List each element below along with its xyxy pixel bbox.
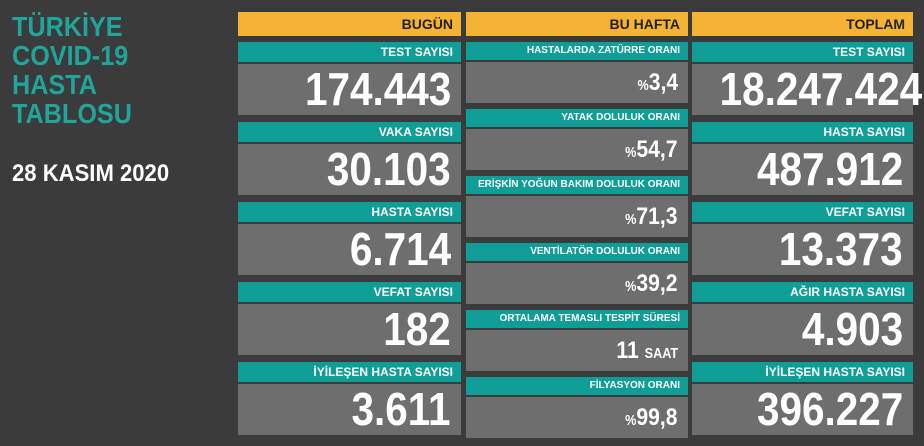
value-wrap: 30.103 — [327, 144, 451, 195]
column-header: BUGÜN — [238, 12, 461, 36]
card-value: %71,3 — [466, 196, 688, 237]
title-line: TÜRKİYE — [12, 11, 123, 42]
card-label: FİLYASYON ORANI — [466, 377, 688, 395]
title: TÜRKİYE COVID-19 HASTA TABLOSU — [12, 12, 145, 128]
value: 4.903 — [801, 303, 903, 355]
title-line: COVID-19 — [12, 40, 129, 71]
column-header: BU HAFTA — [466, 12, 688, 36]
value-wrap: 6.714 — [350, 224, 451, 275]
value: 18.247.424 — [719, 63, 923, 115]
card-label: VENTİLATÖR DOLULUK ORANI — [466, 243, 688, 261]
card-value: 6.714 — [238, 224, 461, 275]
card-label: ORTALAMA TEMASLI TESPİT SÜRESİ — [466, 310, 688, 328]
card-value: 4.903 — [692, 304, 913, 355]
value: 99,8 — [636, 404, 678, 431]
value-prefix: % — [625, 212, 637, 228]
card-label: TEST SAYISI — [692, 42, 913, 62]
value: 6.714 — [349, 223, 451, 275]
date: 28 KASIM 2020 — [12, 160, 170, 187]
card-value: 182 — [238, 304, 461, 355]
card-label: HASTA SAYISI — [238, 202, 461, 222]
column-header: TOPLAM — [692, 12, 913, 36]
value: 30.103 — [327, 143, 451, 195]
card-value: 3.611 — [238, 384, 461, 435]
value-prefix: % — [625, 279, 637, 295]
value: 396.227 — [756, 383, 903, 435]
value-prefix: % — [637, 78, 649, 94]
card-value: 18.247.424 — [692, 64, 922, 115]
card-label: YATAK DOLULUK ORANI — [466, 109, 688, 127]
value-wrap: %54,7 — [626, 129, 678, 174]
value: 487.912 — [756, 143, 903, 195]
value-wrap: 3.611 — [352, 384, 451, 435]
value-wrap: 396.227 — [757, 384, 903, 435]
value-wrap: 18.247.424 — [720, 64, 923, 115]
card-label: İYİLEŞEN HASTA SAYISI — [238, 362, 461, 382]
value-wrap: 174.443 — [305, 64, 451, 115]
card-value: 174.443 — [238, 64, 461, 115]
card-label: VAKA SAYISI — [238, 122, 461, 142]
value: 13.373 — [779, 223, 903, 275]
value-prefix: % — [625, 413, 637, 429]
card-value: %3,4 — [466, 62, 688, 103]
card-label: ERİŞKİN YOĞUN BAKIM DOLULUK ORANI — [466, 176, 688, 194]
card-label: İYİLEŞEN HASTA SAYISI — [692, 362, 913, 382]
card-value: %99,8 — [466, 397, 688, 438]
card-label: VEFAT SAYISI — [238, 282, 461, 302]
card-value: %39,2 — [466, 263, 688, 304]
title-line: TABLOSU — [12, 98, 132, 129]
value: 71,3 — [636, 203, 678, 230]
card-value: 487.912 — [692, 144, 913, 195]
card-value: %54,7 — [466, 129, 688, 170]
value: 182 — [383, 303, 451, 355]
value: 54,7 — [636, 136, 678, 163]
value-wrap: %99,8 — [626, 397, 678, 442]
card-value: 13.373 — [692, 224, 913, 275]
value: 174.443 — [304, 63, 451, 115]
value-wrap: 4.903 — [802, 304, 903, 355]
card-label: HASTALARDA ZATÜRRE ORANI — [466, 42, 688, 60]
card-label: VEFAT SAYISI — [692, 202, 913, 222]
value-wrap: %71,3 — [626, 196, 678, 241]
value: 39,2 — [636, 270, 678, 297]
value-wrap: 13.373 — [779, 224, 903, 275]
value: 3,4 — [648, 69, 678, 96]
card-label: AĞIR HASTA SAYISI — [692, 282, 913, 302]
value: 11 — [616, 337, 639, 364]
value-wrap: %39,2 — [626, 263, 678, 308]
title-line: HASTA — [12, 69, 97, 100]
value-prefix: % — [625, 145, 637, 161]
card-value: 396.227 — [692, 384, 913, 435]
card-value: 11 SAAT — [466, 330, 688, 371]
card-label: TEST SAYISI — [238, 42, 461, 62]
value-wrap: 487.912 — [757, 144, 903, 195]
value-wrap: %3,4 — [637, 62, 678, 107]
value-wrap: 11 SAAT — [616, 330, 678, 375]
value-wrap: 182 — [383, 304, 451, 355]
card-label: HASTA SAYISI — [692, 122, 913, 142]
value: 3.611 — [351, 383, 451, 435]
value-suffix: SAAT — [644, 346, 678, 362]
card-value: 30.103 — [238, 144, 461, 195]
